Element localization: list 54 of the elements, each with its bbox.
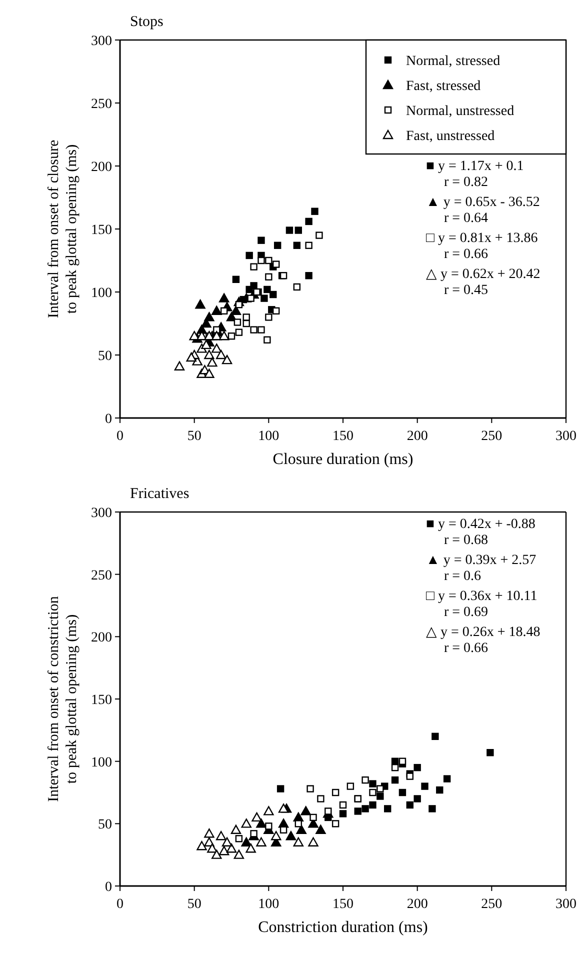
text: r = 0.69 <box>444 605 488 620</box>
y-tick-label: 250 <box>91 568 112 584</box>
y-tick-label: 200 <box>91 160 112 175</box>
text: ▲ y = 0.65x - 36.52 <box>426 195 540 210</box>
text: ▲ y = 0.39x + 2.57 <box>426 553 536 568</box>
x-tick-label: 250 <box>481 897 502 912</box>
x-tick-label: 200 <box>406 897 428 912</box>
text: r = 0.82 <box>444 175 488 190</box>
x-tick-label: 0 <box>116 897 124 912</box>
text: r = 0.66 <box>444 247 488 262</box>
x-tick-label: 300 <box>556 429 576 444</box>
x-tick-label: 100 <box>258 897 280 912</box>
text: r = 0.66 <box>444 641 488 656</box>
text: ■ y = 1.17x + 0.1 <box>426 159 524 174</box>
y-tick-label: 0 <box>105 412 112 427</box>
x-axis-title: Constriction duration (ms) <box>258 919 428 936</box>
x-tick-label: 300 <box>556 897 576 912</box>
text: r = 0.45 <box>444 283 488 298</box>
y-tick-label: 300 <box>91 34 112 49</box>
text: □ y = 0.81x + 13.86 <box>426 231 538 246</box>
text: △ y = 0.62x + 20.42 <box>426 267 540 282</box>
text: △ y = 0.26x + 18.48 <box>426 625 540 640</box>
y-tick-label: 50 <box>98 818 112 833</box>
y-tick-label: 250 <box>91 97 112 112</box>
x-tick-label: 100 <box>258 429 280 444</box>
y-axis-title: Interval from onset of closure to peak glottal opening (ms) <box>46 140 80 318</box>
x-tick-label: 150 <box>332 897 354 912</box>
text: ■ y = 0.42x + -0.88 <box>426 517 536 532</box>
y-tick-label: 150 <box>91 223 112 238</box>
y-tick-label: 0 <box>105 880 112 895</box>
text: □ y = 0.36x + 10.11 <box>426 589 538 604</box>
legend-label: Normal, stressed <box>406 54 500 69</box>
x-tick-label: 150 <box>332 429 354 444</box>
legend-label: Fast, stressed <box>406 79 481 94</box>
text: r = 0.6 <box>444 569 482 584</box>
y-tick-label: 100 <box>91 755 112 770</box>
legend-label: Normal, unstressed <box>406 104 514 119</box>
text: r = 0.64 <box>444 211 488 226</box>
x-tick-label: 0 <box>116 429 124 444</box>
legend-label: Fast, unstressed <box>406 129 495 144</box>
x-tick-label: 50 <box>187 897 202 912</box>
x-tick-label: 200 <box>406 429 428 444</box>
x-axis-title: Closure duration (ms) <box>272 451 414 468</box>
chart-title: Stops <box>130 14 164 30</box>
y-tick-label: 50 <box>98 349 112 364</box>
y-tick-label: 300 <box>91 506 112 521</box>
x-tick-label: 250 <box>481 429 502 444</box>
y-tick-label: 100 <box>91 286 112 301</box>
y-axis-title: Interval from onset of constriction to peak glottal opening (ms) <box>46 596 80 802</box>
text: r = 0.68 <box>444 533 488 548</box>
y-tick-label: 200 <box>91 630 112 646</box>
y-tick-label: 150 <box>91 693 112 708</box>
x-tick-label: 50 <box>187 429 202 444</box>
chart-title: Fricatives <box>130 486 190 502</box>
